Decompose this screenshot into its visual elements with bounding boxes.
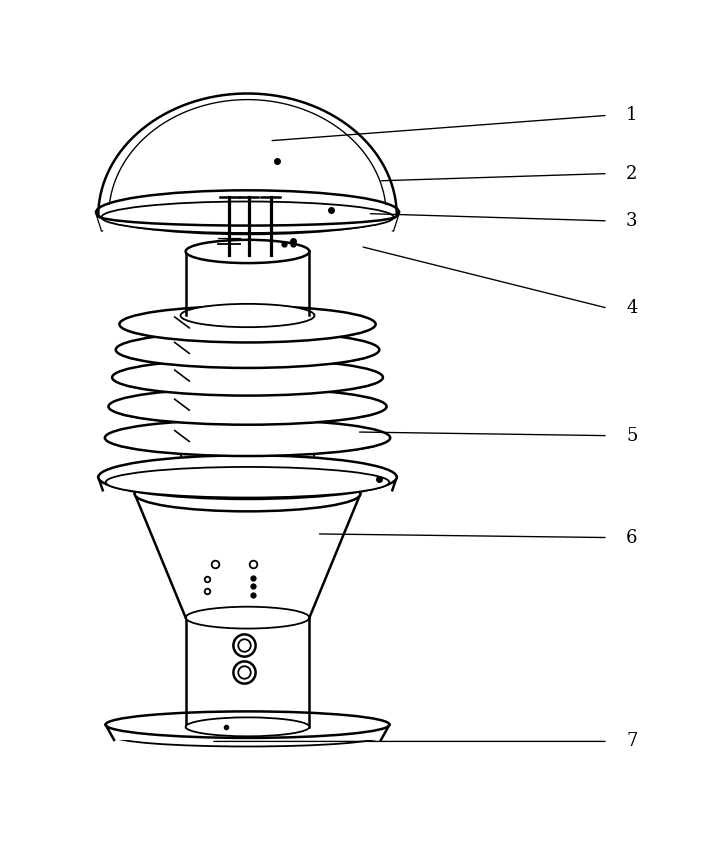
Ellipse shape xyxy=(101,201,394,233)
Ellipse shape xyxy=(114,429,381,454)
Ellipse shape xyxy=(186,717,309,736)
Ellipse shape xyxy=(105,420,390,456)
Ellipse shape xyxy=(127,316,368,341)
Ellipse shape xyxy=(114,726,381,746)
Ellipse shape xyxy=(120,370,375,394)
Ellipse shape xyxy=(186,607,309,629)
Polygon shape xyxy=(186,251,309,315)
Ellipse shape xyxy=(186,240,309,264)
Ellipse shape xyxy=(106,467,389,498)
Text: 1: 1 xyxy=(626,106,638,124)
Text: 6: 6 xyxy=(626,529,638,547)
Ellipse shape xyxy=(98,455,397,499)
Ellipse shape xyxy=(119,306,376,342)
Ellipse shape xyxy=(96,190,399,234)
Polygon shape xyxy=(96,213,399,231)
Polygon shape xyxy=(106,725,389,740)
Polygon shape xyxy=(135,494,360,618)
Text: 3: 3 xyxy=(626,212,638,230)
Text: 4: 4 xyxy=(626,299,638,317)
Text: 5: 5 xyxy=(626,427,638,445)
Ellipse shape xyxy=(112,359,383,396)
Text: 7: 7 xyxy=(626,733,638,751)
Polygon shape xyxy=(186,618,309,727)
Ellipse shape xyxy=(106,711,389,738)
Ellipse shape xyxy=(108,388,387,425)
Ellipse shape xyxy=(135,476,360,511)
Ellipse shape xyxy=(124,342,371,366)
Ellipse shape xyxy=(116,332,379,368)
Ellipse shape xyxy=(181,304,314,327)
Text: 2: 2 xyxy=(626,164,638,182)
Ellipse shape xyxy=(116,398,379,423)
